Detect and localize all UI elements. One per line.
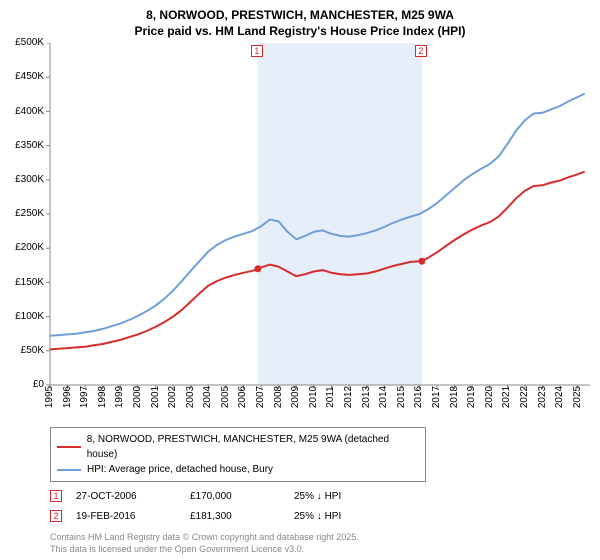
x-tick-label: 2013 <box>361 385 372 409</box>
x-tick-label: 1997 <box>79 385 90 409</box>
x-tick-label: 2005 <box>220 385 231 409</box>
chart-plot-area: £0 £50K £100K £150K £200K £250K £300K £350K £400… <box>6 43 594 423</box>
y-tick-label: £200K <box>4 242 44 253</box>
legend-label: 8, NORWOOD, PRESTWICH, MANCHESTER, M25 9… <box>87 432 419 462</box>
x-tick-label: 2003 <box>185 385 196 409</box>
chart-svg <box>6 43 594 423</box>
y-tick-label: £500K <box>4 37 44 48</box>
y-tick-label: £350K <box>4 140 44 151</box>
sale-delta: 25% ↓ HPI <box>294 491 414 502</box>
x-tick-label: 2011 <box>325 385 336 409</box>
sale-delta: 25% ↓ HPI <box>294 511 414 522</box>
legend-row: HPI: Average price, detached house, Bury <box>57 462 419 477</box>
legend-swatch <box>57 469 81 471</box>
sale-row: 1 27-OCT-2006 £170,000 25% ↓ HPI <box>50 490 594 502</box>
sale-marker-box: 1 <box>50 490 62 502</box>
footer-line-2: This data is licensed under the Open Gov… <box>50 544 304 554</box>
x-tick-label: 2015 <box>396 385 407 409</box>
legend-box: 8, NORWOOD, PRESTWICH, MANCHESTER, M25 9… <box>50 427 426 482</box>
title-line-1: 8, NORWOOD, PRESTWICH, MANCHESTER, M25 9… <box>146 8 454 22</box>
sale-price: £181,300 <box>190 511 280 522</box>
x-tick-label: 2025 <box>572 385 583 409</box>
x-tick-label: 2007 <box>255 385 266 409</box>
x-tick-label: 2018 <box>449 385 460 409</box>
sale-date: 27-OCT-2006 <box>76 491 176 502</box>
sale-date: 19-FEB-2016 <box>76 511 176 522</box>
x-tick-label: 2009 <box>290 385 301 409</box>
sale-marker-box: 2 <box>50 510 62 522</box>
x-tick-label: 2001 <box>150 385 161 409</box>
x-tick-label: 2019 <box>466 385 477 409</box>
title-line-2: Price paid vs. HM Land Registry's House … <box>135 24 466 38</box>
x-tick-label: 2024 <box>554 385 565 409</box>
x-tick-label: 2012 <box>343 385 354 409</box>
sale-marker-number: 2 <box>53 511 58 521</box>
sale-price: £170,000 <box>190 491 280 502</box>
x-tick-label: 2014 <box>378 385 389 409</box>
y-tick-label: £100K <box>4 311 44 322</box>
x-tick-label: 2017 <box>431 385 442 409</box>
y-tick-label: £400K <box>4 106 44 117</box>
x-tick-label: 2010 <box>308 385 319 409</box>
legend-row: 8, NORWOOD, PRESTWICH, MANCHESTER, M25 9… <box>57 432 419 462</box>
x-tick-label: 2000 <box>132 385 143 409</box>
x-tick-label: 2022 <box>519 385 530 409</box>
sale-marker-number: 1 <box>53 491 58 501</box>
chart-title: 8, NORWOOD, PRESTWICH, MANCHESTER, M25 9… <box>6 8 594 39</box>
y-tick-label: £300K <box>4 174 44 185</box>
legend-swatch <box>57 446 81 448</box>
y-tick-label: £150K <box>4 277 44 288</box>
legend-label: HPI: Average price, detached house, Bury <box>87 462 273 477</box>
chart-container: 8, NORWOOD, PRESTWICH, MANCHESTER, M25 9… <box>0 0 600 560</box>
x-tick-label: 2020 <box>484 385 495 409</box>
footer-attribution: Contains HM Land Registry data © Crown c… <box>50 532 594 555</box>
x-tick-label: 2023 <box>537 385 548 409</box>
y-tick-label: £450K <box>4 71 44 82</box>
x-tick-label: 2006 <box>237 385 248 409</box>
x-tick-label: 1998 <box>97 385 108 409</box>
sale-row: 2 19-FEB-2016 £181,300 25% ↓ HPI <box>50 510 594 522</box>
x-tick-label: 2008 <box>273 385 284 409</box>
x-tick-label: 2002 <box>167 385 178 409</box>
x-tick-label: 2004 <box>202 385 213 409</box>
x-tick-label: 2021 <box>501 385 512 409</box>
x-tick-label: 1995 <box>44 385 55 409</box>
y-tick-label: £0 <box>4 379 44 390</box>
x-tick-label: 2016 <box>413 385 424 409</box>
y-tick-label: £250K <box>4 208 44 219</box>
y-tick-label: £50K <box>4 345 44 356</box>
footer-line-1: Contains HM Land Registry data © Crown c… <box>50 532 359 542</box>
x-tick-label: 1996 <box>62 385 73 409</box>
x-tick-label: 1999 <box>114 385 125 409</box>
